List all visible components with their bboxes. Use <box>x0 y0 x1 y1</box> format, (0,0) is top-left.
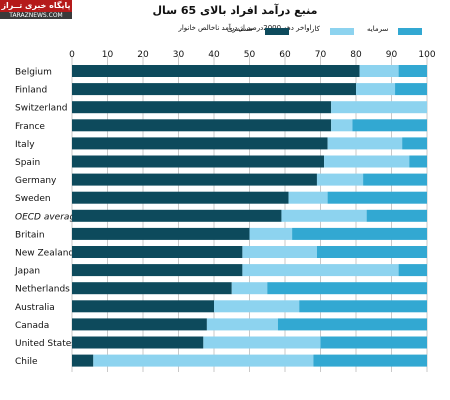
x-tick-label: 90 <box>386 50 398 60</box>
bar-segment-capital <box>316 246 427 258</box>
bar-segment-pension <box>72 336 204 349</box>
category-label: Canada <box>15 321 49 331</box>
bar-segment-pension <box>72 65 360 77</box>
bar-segment-capital <box>292 227 427 240</box>
bar-segment-capital <box>320 336 427 349</box>
bar-segment-pension <box>72 354 94 367</box>
x-tick-label: 0 <box>69 50 75 60</box>
legend-swatch-work <box>330 28 354 35</box>
category-label: Netherlands <box>15 285 70 295</box>
x-tick-label: 60 <box>279 50 291 60</box>
x-tick-label: 50 <box>244 50 256 60</box>
bar-segment-pension <box>72 209 282 222</box>
bar-segment-work <box>214 300 300 313</box>
bar-segment-work <box>242 264 399 277</box>
x-tick-label: 70 <box>315 50 327 60</box>
bar-segment-work <box>203 336 321 349</box>
bar-segment-pension <box>72 300 214 313</box>
bar-segment-pension <box>72 155 325 168</box>
bar-segment-work <box>327 137 403 150</box>
legend-swatch-pension <box>265 28 289 35</box>
chart-title: منبع درآمد افراد بالای 65 سال <box>152 4 318 17</box>
x-tick-label: 40 <box>208 50 220 60</box>
category-label: New Zealand <box>15 249 74 259</box>
bar-segment-work <box>242 246 317 258</box>
bar-segment-capital <box>352 119 427 132</box>
category-label: Chile <box>15 357 38 367</box>
logo-line-1: پایگاه خبری تــراز <box>0 0 72 12</box>
bar-segment-capital <box>398 65 427 77</box>
bar-segment-work <box>331 101 427 114</box>
bar-segment-pension <box>72 137 328 150</box>
bar-segment-capital <box>277 318 427 331</box>
bar-segment-pension <box>72 173 317 186</box>
bar-segment-capital <box>267 282 427 295</box>
category-label: United States <box>15 339 76 349</box>
bar-segment-capital <box>409 155 427 168</box>
bar-segment-pension <box>72 119 332 132</box>
legend-label-pension: مستمری <box>227 25 253 33</box>
legend-label-capital: سرمایه <box>367 25 389 33</box>
bar-segment-work <box>324 155 410 168</box>
bar-segment-work <box>359 65 399 77</box>
category-label: Italy <box>15 140 35 150</box>
bar-segment-capital <box>366 209 427 222</box>
bar-segment-work <box>249 227 293 240</box>
category-label: Spain <box>15 158 40 168</box>
x-tick-label: 100 <box>418 50 435 60</box>
logo-line-2: TARAZNEWS.COM <box>0 12 72 19</box>
category-label: Switzerland <box>15 104 68 114</box>
site-logo: پایگاه خبری تــراز TARAZNEWS.COM <box>0 0 72 19</box>
category-label: OECD average <box>15 212 81 222</box>
x-tick-label: 10 <box>102 50 114 60</box>
category-label: Japan <box>14 267 40 277</box>
bar-segment-pension <box>72 318 207 331</box>
bar-segment-capital <box>402 137 427 150</box>
bar-segment-capital <box>395 83 427 96</box>
legend-label-work: کار <box>311 25 320 33</box>
bar-segment-capital <box>363 173 427 186</box>
category-label: Australia <box>15 303 55 313</box>
bar-segment-work <box>231 282 268 295</box>
category-label: Germany <box>15 176 57 186</box>
legend-swatch-capital <box>398 28 422 35</box>
bar-segment-pension <box>72 191 289 204</box>
x-tick-label: 30 <box>173 50 185 60</box>
x-tick-label: 20 <box>137 50 149 60</box>
bar-segment-work <box>356 83 396 96</box>
bar-segment-capital <box>313 354 427 367</box>
bar-segment-capital <box>299 300 427 313</box>
bar-segment-pension <box>72 282 232 295</box>
x-tick-label: 80 <box>350 50 362 60</box>
bar-segment-pension <box>72 101 332 114</box>
category-label: Britain <box>15 230 45 240</box>
bar-segment-pension <box>72 264 243 277</box>
category-label: Belgium <box>15 68 52 78</box>
bar-segment-work <box>288 191 328 204</box>
bar-segment-work <box>93 354 314 367</box>
category-label: Sweden <box>15 194 51 204</box>
bar-segment-capital <box>398 264 427 277</box>
bar-segment-pension <box>72 227 250 240</box>
bar-segment-pension <box>72 246 243 258</box>
bar-segment-work <box>281 209 367 222</box>
bar-segment-work <box>331 119 353 132</box>
bar-segment-work <box>316 173 364 186</box>
category-label: Finland <box>15 86 47 96</box>
bar-segment-capital <box>327 191 427 204</box>
bar-segment-pension <box>72 83 356 96</box>
bar-segment-work <box>206 318 278 331</box>
category-label: France <box>15 122 45 132</box>
